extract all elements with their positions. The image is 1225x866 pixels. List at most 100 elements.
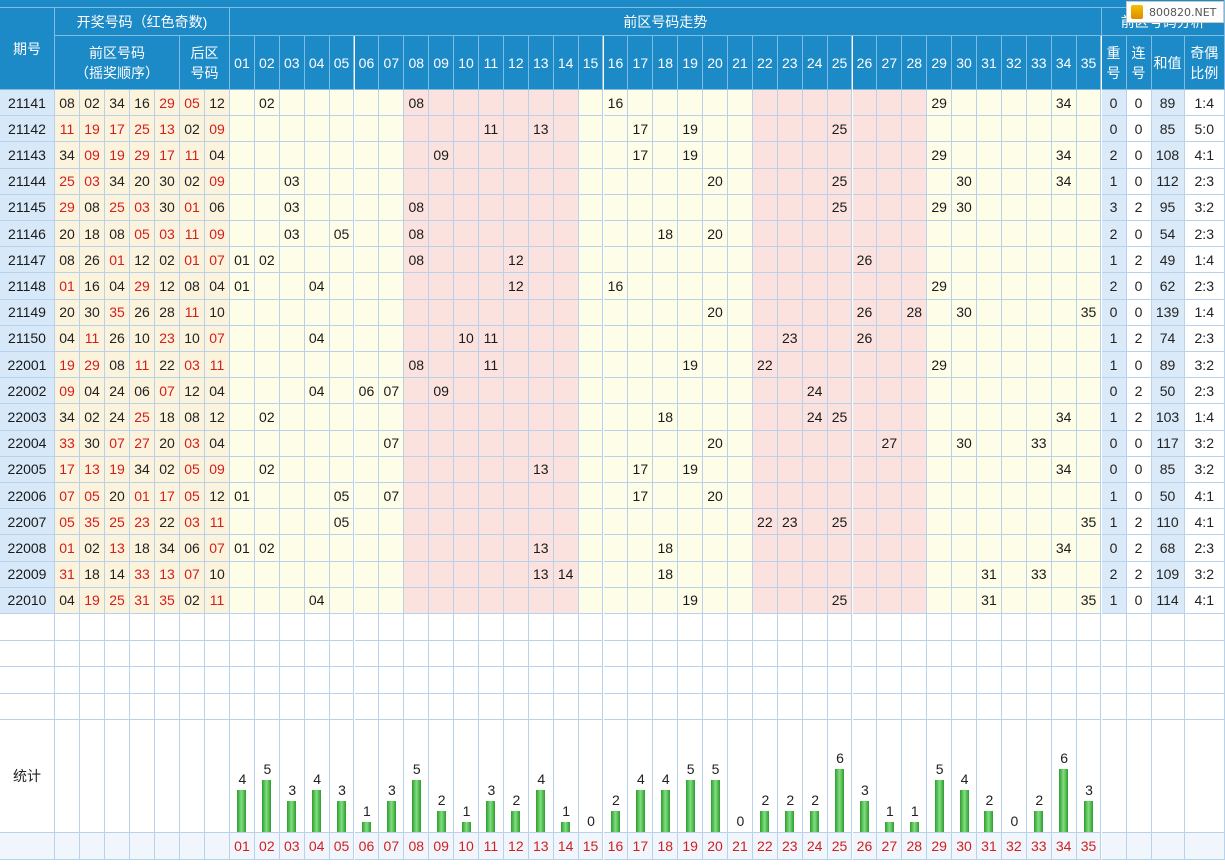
empty-cell (329, 667, 355, 694)
front-ball: 19 (80, 116, 105, 143)
empty-cell (553, 667, 579, 694)
empty-cell (977, 693, 1002, 720)
front-ball: 05 (55, 509, 80, 536)
stats-count-23: 2 (786, 792, 795, 808)
stats-bar-07 (386, 800, 396, 832)
empty-cell (1126, 720, 1152, 833)
trend-cell (902, 430, 928, 457)
site-watermark[interactable]: 800820.NET (1126, 1, 1224, 23)
trend-hit: 09 (429, 142, 455, 169)
trend-cell (479, 483, 504, 510)
empty-cell (279, 667, 305, 694)
trend-cell (777, 404, 803, 431)
empty-cell (528, 614, 554, 641)
trend-cell (852, 404, 878, 431)
trend-cell (902, 404, 928, 431)
trend-cell (528, 430, 554, 457)
trend-cell (703, 587, 728, 614)
empty-cell (1001, 667, 1027, 694)
trend-cell (777, 430, 803, 457)
trend-cell (877, 509, 903, 536)
back-ball: 09 (205, 456, 230, 483)
trend-cell (728, 483, 753, 510)
trend-cell (678, 561, 704, 588)
front-ball: 09 (80, 142, 105, 169)
trend-cell (827, 483, 853, 510)
empty-cell (703, 667, 728, 694)
empty-cell (578, 614, 604, 641)
empty-cell (1076, 693, 1102, 720)
trend-cell (254, 142, 280, 169)
front-ball: 08 (55, 90, 80, 117)
trend-cell (728, 404, 753, 431)
trend-cell (777, 456, 803, 483)
back-ball: 02 (180, 116, 205, 143)
trend-cell (752, 299, 778, 326)
trend-hit: 14 (553, 561, 579, 588)
repeat-count: 0 (1101, 456, 1127, 483)
trend-cell (877, 142, 903, 169)
trend-cell (877, 352, 903, 379)
trend-cell (603, 378, 629, 405)
trend-cell (703, 273, 728, 300)
stats-count-24: 2 (811, 792, 820, 808)
trend-hit: 24 (802, 404, 828, 431)
stats-count-25: 6 (836, 750, 844, 766)
trend-cell (279, 247, 305, 274)
trend-cell (603, 456, 629, 483)
trend-cell (977, 221, 1002, 248)
trend-cell (230, 456, 255, 483)
trend-cell (553, 194, 579, 221)
trend-hit: 07 (379, 378, 405, 405)
empty-cell (0, 693, 55, 720)
trend-cell (1001, 221, 1027, 248)
trend-cell (254, 221, 280, 248)
period-cell: 22009 (0, 561, 55, 588)
trend-cell (827, 430, 853, 457)
trend-cell (977, 116, 1002, 143)
trend-cell (678, 430, 704, 457)
repeat-count: 1 (1101, 509, 1127, 536)
empty-cell (752, 640, 778, 667)
trend-cell (952, 352, 977, 379)
number-col-header-04: 04 (304, 36, 330, 90)
stats-count-10: 1 (462, 802, 471, 819)
empty-cell (130, 720, 155, 833)
trend-cell (678, 535, 704, 562)
front-ball: 20 (105, 483, 130, 510)
empty-cell (653, 640, 679, 667)
trend-cell (877, 535, 903, 562)
stats-bar-27 (884, 821, 894, 832)
trend-cell (752, 404, 778, 431)
trend-cell (379, 168, 405, 195)
period-header: 期号 (0, 8, 55, 90)
number-col-header-10: 10 (454, 36, 479, 90)
front-ball: 04 (105, 273, 130, 300)
stats-count-29: 5 (935, 760, 944, 777)
stats-bar-33 (1034, 811, 1044, 832)
trend-cell (902, 587, 928, 614)
back-ball: 08 (180, 273, 205, 300)
trend-cell (354, 221, 380, 248)
trend-cell (528, 168, 554, 195)
sum-value: 112 (1151, 168, 1185, 195)
trend-cell (927, 430, 953, 457)
trend-hit: 33 (1026, 561, 1052, 588)
front-ball: 01 (55, 273, 80, 300)
empty-cell (503, 693, 529, 720)
back-ball: 01 (180, 194, 205, 221)
trend-hit: 17 (628, 142, 654, 169)
trend-cell (379, 90, 405, 117)
trend-cell (952, 90, 977, 117)
empty-cell (130, 640, 155, 667)
empty-cell (254, 640, 280, 667)
analysis-col-header-3: 奇偶 比例 (1184, 36, 1225, 90)
period-cell: 21148 (0, 273, 55, 300)
footer-number-29: 29 (927, 833, 953, 860)
trend-hit: 07 (379, 483, 405, 510)
front-ball: 24 (105, 404, 130, 431)
trend-cell (254, 168, 280, 195)
empty-cell (1184, 640, 1225, 667)
front-ball: 33 (55, 430, 80, 457)
trend-cell (777, 273, 803, 300)
